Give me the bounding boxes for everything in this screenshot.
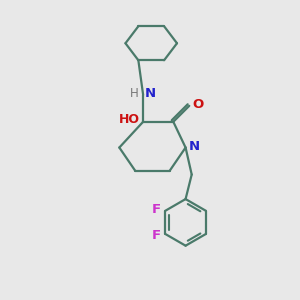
Text: HO: HO: [118, 113, 140, 126]
Text: H: H: [130, 87, 139, 100]
Text: F: F: [152, 229, 161, 242]
Text: O: O: [192, 98, 203, 111]
Text: N: N: [144, 87, 155, 100]
Text: N: N: [188, 140, 200, 153]
Text: F: F: [152, 203, 161, 216]
